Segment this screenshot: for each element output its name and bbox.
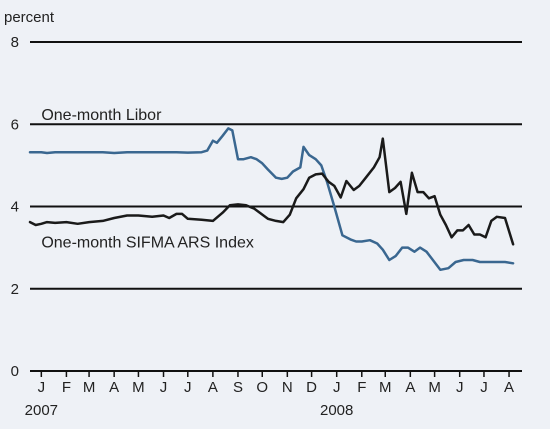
x-tick-label-2: M bbox=[83, 379, 96, 396]
x-tick-label-13: F bbox=[357, 379, 366, 396]
series-labels: One-month Libor One-month SIFMA ARS Index bbox=[41, 107, 254, 251]
x-tick-label-16: M bbox=[428, 379, 441, 396]
x-tick-label-14: M bbox=[379, 379, 392, 396]
x-tick-label-15: A bbox=[405, 379, 415, 396]
x-tick-label-9: O bbox=[256, 379, 268, 396]
x-tick-label-17: J bbox=[456, 379, 464, 396]
y-tick-label-4: 4 bbox=[11, 199, 19, 216]
y-tick-label-0: 0 bbox=[11, 363, 19, 380]
x-tick-label-12: J bbox=[333, 379, 341, 396]
y-unit-label: percent bbox=[4, 9, 55, 26]
x-tick-label-3: A bbox=[109, 379, 119, 396]
x-tick-label-1: F bbox=[62, 379, 71, 396]
x-tick-label-19: A bbox=[504, 379, 514, 396]
series-line-1 bbox=[28, 137, 515, 246]
series-label-0: One-month Libor bbox=[41, 107, 162, 124]
series-line-0 bbox=[28, 127, 515, 272]
series-label-1: One-month SIFMA ARS Index bbox=[41, 235, 254, 252]
x-tick-label-4: M bbox=[132, 379, 145, 396]
series-lines bbox=[28, 127, 515, 272]
x-tick-label-8: S bbox=[233, 379, 243, 396]
year-label-2007: 2007 bbox=[25, 402, 58, 419]
x-tick-label-18: J bbox=[480, 379, 488, 396]
x-tick-label-11: D bbox=[306, 379, 317, 396]
x-tick-label-5: J bbox=[160, 379, 168, 396]
y-tick-labels: 0 2 4 6 8 bbox=[11, 34, 19, 380]
y-tick-label-6: 6 bbox=[11, 116, 19, 133]
year-label-2008: 2008 bbox=[320, 402, 353, 419]
y-tick-label-8: 8 bbox=[11, 34, 19, 51]
y-tick-label-2: 2 bbox=[11, 281, 19, 298]
x-tick-label-10: N bbox=[282, 379, 293, 396]
x-tick-label-6: J bbox=[184, 379, 192, 396]
gridlines bbox=[30, 41, 522, 372]
x-tick-label-0: J bbox=[38, 379, 46, 396]
x-tick-label-7: A bbox=[208, 379, 218, 396]
